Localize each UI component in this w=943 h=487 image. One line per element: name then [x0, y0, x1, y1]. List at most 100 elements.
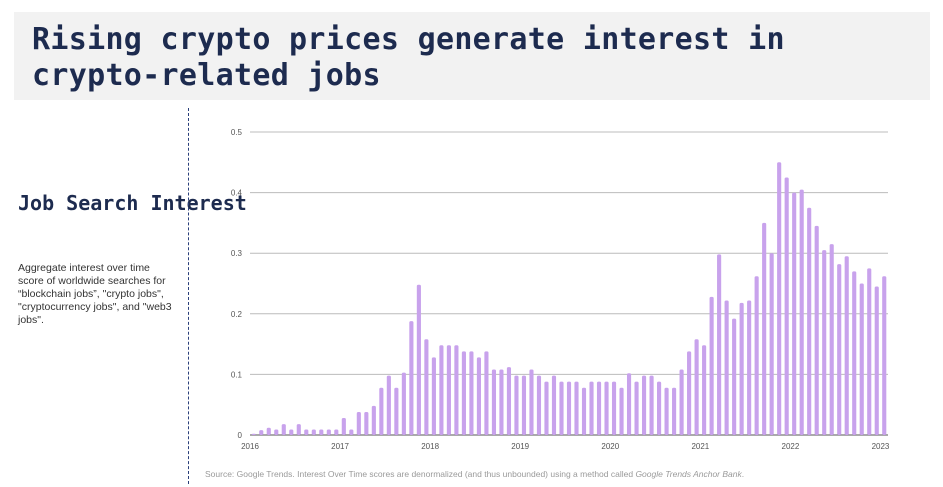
bar [702, 345, 707, 435]
bar [657, 381, 662, 435]
bar [762, 222, 767, 435]
bar [281, 424, 286, 435]
bar [649, 375, 654, 435]
bar [754, 276, 759, 435]
bar [304, 429, 309, 435]
bar [484, 351, 489, 435]
bar [349, 429, 354, 435]
bar [364, 411, 369, 435]
bar [416, 284, 421, 435]
bar [394, 387, 399, 435]
bar [439, 345, 444, 435]
dashed-divider [188, 108, 189, 484]
bar [461, 351, 466, 435]
bar [814, 225, 819, 435]
bar [844, 256, 849, 435]
bar [469, 351, 474, 435]
y-tick-label: 0.2 [231, 310, 243, 319]
bar [829, 244, 834, 435]
bar [289, 429, 294, 435]
bar [409, 321, 414, 435]
bar [356, 411, 361, 435]
bar [882, 276, 887, 435]
bar [311, 429, 316, 435]
x-tick-label: 2019 [511, 442, 529, 451]
bar [544, 381, 549, 435]
bars [251, 162, 887, 436]
bar [724, 300, 729, 435]
bar [424, 339, 429, 435]
bar [326, 429, 331, 435]
bar [626, 373, 632, 435]
x-tick-label: 2023 [872, 442, 890, 451]
sidebar-heading: Job Search Interest [18, 191, 247, 215]
bar [619, 387, 624, 435]
bar [266, 427, 271, 435]
bar [874, 286, 879, 435]
bar [574, 381, 579, 435]
bar [769, 253, 774, 435]
bar [581, 387, 587, 435]
bar [259, 430, 264, 435]
bar [401, 372, 406, 435]
bar [739, 302, 744, 435]
bar [446, 345, 451, 435]
x-tick-label: 2021 [691, 442, 709, 451]
x-tick-label: 2017 [331, 442, 349, 451]
bar [837, 264, 842, 435]
bar [499, 369, 504, 435]
bar [672, 387, 677, 435]
y-tick-label: 0.3 [231, 249, 243, 258]
source-suffix: . [741, 469, 745, 479]
gridlines [250, 131, 888, 436]
bar [431, 357, 436, 435]
bar-chart: 0 0.1 0.2 0.3 0.4 0.5 2016 2017 2018 2019 2020 202… [231, 128, 890, 451]
sidebar-description: Aggregate interest over time score of wo… [18, 262, 172, 326]
bar [536, 375, 542, 435]
bar [777, 162, 782, 436]
bar [747, 300, 752, 435]
bar [664, 387, 669, 435]
bar [274, 429, 279, 435]
bar [694, 339, 699, 435]
bar [529, 369, 534, 435]
bar [611, 381, 617, 435]
bar [386, 375, 391, 435]
x-tick-label: 2018 [421, 442, 439, 451]
bar [559, 381, 564, 435]
bar [506, 367, 512, 435]
bar [687, 351, 692, 435]
bar [634, 381, 639, 435]
bar [859, 283, 864, 435]
y-tick-label: 0.4 [231, 189, 243, 198]
x-tick-label: 2016 [241, 442, 259, 451]
y-tick-label: 0 [238, 431, 243, 440]
bar [514, 375, 519, 435]
bar [296, 424, 301, 435]
bar [799, 189, 804, 435]
x-tick-label: 2022 [782, 442, 800, 451]
title-band: Rising crypto prices generate interest i… [14, 12, 930, 100]
bar [596, 381, 602, 435]
bar [341, 418, 346, 435]
y-tick-label: 0.5 [231, 128, 243, 137]
bar [379, 387, 384, 435]
bar [792, 192, 797, 435]
page-title: Rising crypto prices generate interest i… [32, 22, 785, 93]
bar [604, 381, 609, 435]
bar [454, 345, 459, 435]
bar [717, 254, 722, 435]
bar [807, 207, 812, 435]
y-tick-label: 0.1 [231, 370, 243, 379]
bar [867, 268, 872, 435]
x-tick-labels: 2016 2017 2018 2019 2020 2021 2022 2023 [241, 442, 890, 451]
bar [491, 369, 497, 435]
bar [852, 271, 857, 435]
bar [589, 381, 594, 435]
bar [551, 375, 557, 435]
source-prefix: Source: Google Trends. Interest Over Tim… [205, 469, 636, 479]
source-note: Source: Google Trends. Interest Over Tim… [205, 469, 744, 479]
y-tick-labels: 0 0.1 0.2 0.3 0.4 0.5 [231, 128, 243, 440]
bar [371, 405, 376, 435]
bar [334, 429, 339, 435]
